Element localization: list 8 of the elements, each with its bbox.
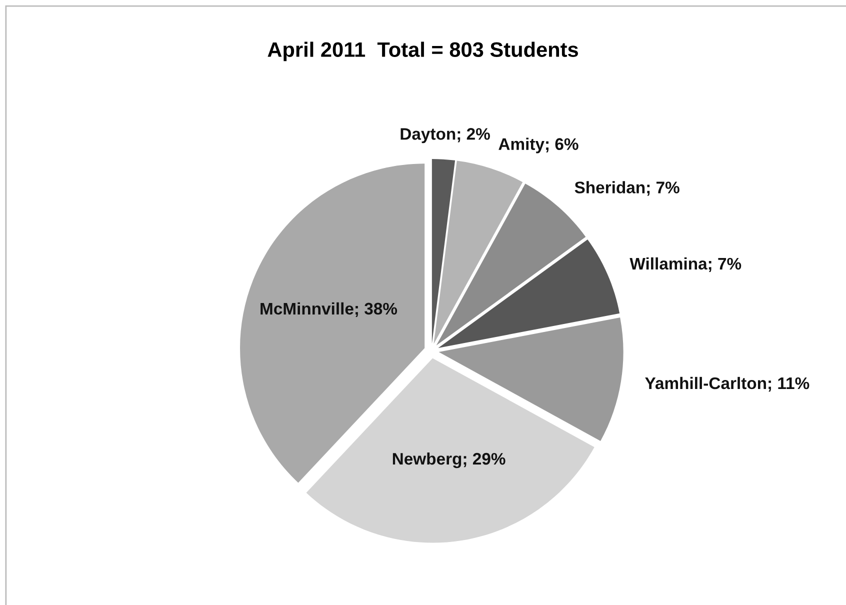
slice-label: Yamhill-Carlton; 11%: [645, 376, 810, 392]
slice-label: McMinnville; 38%: [260, 302, 398, 318]
chart-title: April 2011 Total = 803 Students: [268, 42, 578, 62]
slice-label: Dayton; 2%: [400, 128, 490, 144]
slice-label: Amity; 6%: [498, 138, 578, 154]
slice-label: Sheridan; 7%: [574, 181, 680, 196]
slice-label: Willamina; 7%: [630, 257, 742, 272]
slice-label: Newberg; 29%: [392, 452, 506, 468]
